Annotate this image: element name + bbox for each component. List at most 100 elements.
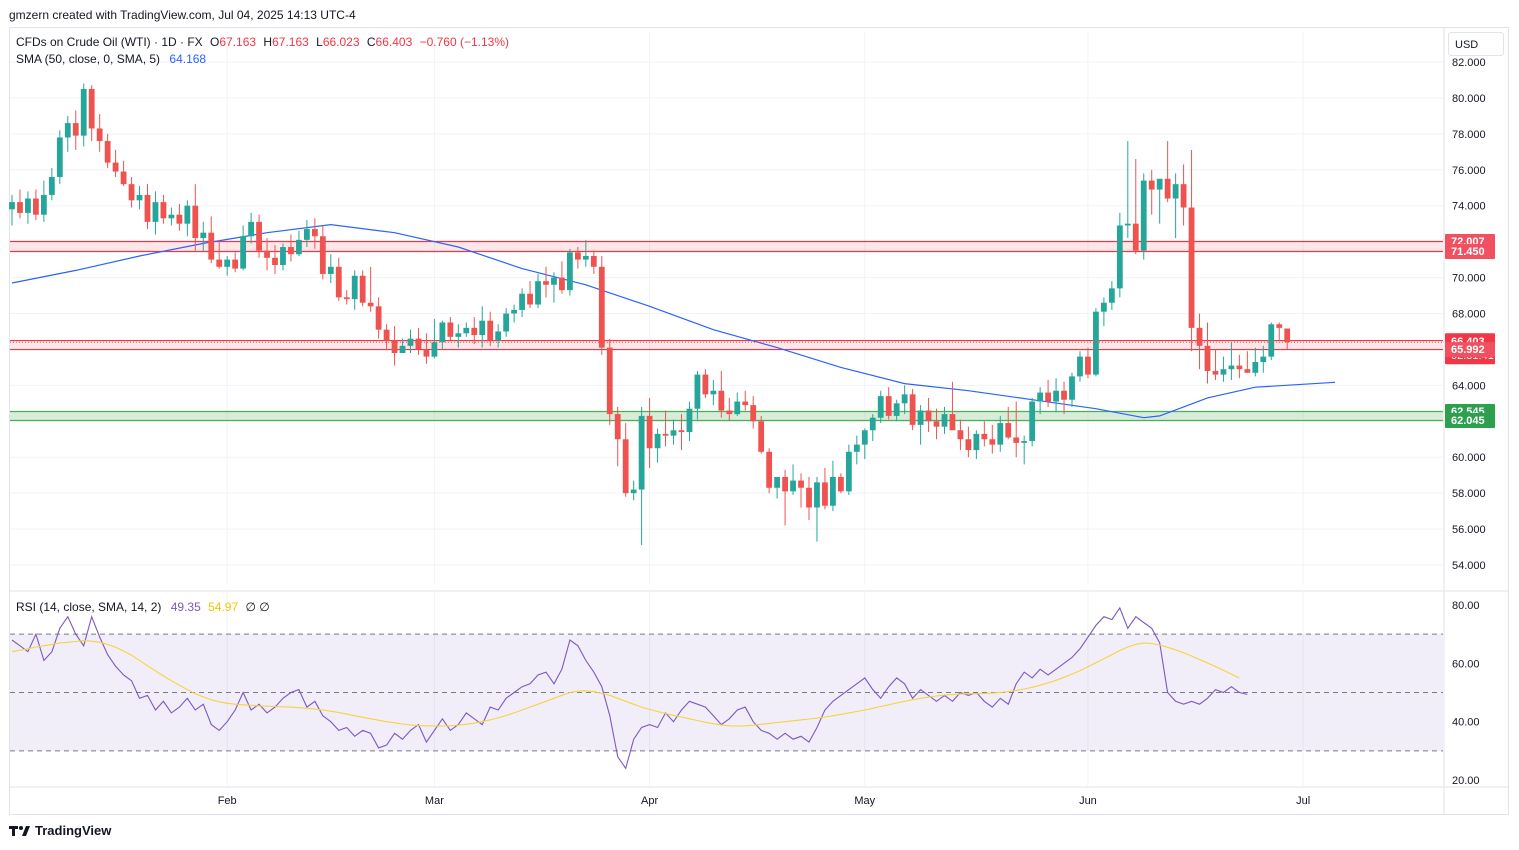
sma-legend: SMA (50, close, 0, SMA, 5) 64.168 [16, 52, 206, 66]
symbol-label[interactable]: CFDs on Crude Oil (WTI) · 1D · FX [16, 35, 203, 49]
candle-body [559, 277, 565, 291]
candle-body [997, 423, 1004, 445]
candle-body [598, 266, 605, 348]
candle-body [1172, 184, 1179, 199]
candle-body [48, 176, 55, 195]
candle-body [399, 345, 406, 354]
candle-body [303, 229, 310, 240]
time-axis[interactable]: Feb Mar Apr May Jun Jul [218, 795, 1310, 807]
candle-body [296, 239, 302, 255]
time-tick-label: Apr [641, 795, 658, 807]
candle-body [1236, 365, 1243, 370]
candle-body [814, 482, 820, 508]
candle-body [335, 266, 342, 298]
candle-body [423, 349, 430, 357]
candle-body [662, 433, 669, 436]
open-label: O [210, 35, 220, 49]
candle-body [893, 403, 900, 416]
candle-body [551, 277, 557, 285]
candle-body [806, 487, 812, 508]
candle-body [949, 414, 956, 431]
candle-body [750, 405, 757, 422]
candle-body [1156, 178, 1163, 190]
rsi-extra-values: ∅ ∅ [245, 600, 270, 614]
candle-body [933, 421, 940, 427]
candle-body [614, 414, 621, 440]
candle-body [567, 252, 573, 291]
rsi-tick-label: 40.00 [1452, 717, 1480, 729]
candle-body [718, 390, 725, 411]
candle-body [25, 198, 31, 213]
currency-selector[interactable]: USD [1448, 32, 1504, 56]
price-tick-label: 56.000 [1452, 524, 1486, 536]
candle-body [439, 322, 446, 343]
candle-body [471, 327, 478, 336]
price-tick-label: 82.000 [1452, 57, 1486, 69]
candle-body [1061, 390, 1067, 400]
candle-body [208, 232, 215, 260]
candle-body [774, 476, 781, 488]
candle-body [654, 433, 661, 449]
candle-body [1220, 369, 1227, 375]
price-tick-label: 70.000 [1452, 273, 1486, 285]
candle-body [319, 236, 326, 274]
candle-body [981, 433, 988, 440]
rsi-label[interactable]: RSI (14, close, SMA, 14, 2) [16, 600, 162, 614]
candle-body [941, 414, 948, 427]
candle-body [463, 327, 470, 334]
candle-body [1005, 423, 1012, 438]
candle-body [256, 221, 262, 251]
time-tick-label: Mar [425, 795, 444, 807]
candle-body [686, 408, 693, 433]
price-tick-label: 60.000 [1452, 452, 1486, 464]
candle-body [702, 374, 709, 395]
candle-body [1188, 207, 1195, 328]
candle-body [1228, 365, 1235, 370]
price-axis[interactable]: 82.00080.00078.00076.00074.00072.00070.0… [1452, 57, 1486, 572]
candle-body [168, 214, 175, 219]
candle-body [64, 123, 71, 138]
candle-body [1116, 225, 1123, 289]
candle-body [216, 259, 223, 267]
candle-body [415, 338, 422, 350]
open-value: 67.163 [219, 35, 257, 49]
candle-body [535, 281, 541, 305]
candle-body [845, 451, 852, 492]
resistance-zone [10, 241, 1443, 252]
candle-body [989, 439, 996, 445]
candle-body [327, 266, 334, 274]
candle-body [885, 396, 892, 416]
rsi-value: 49.35 [170, 600, 201, 614]
candle-body [853, 444, 860, 452]
candle-body [56, 137, 63, 177]
candle-body [1140, 180, 1147, 251]
sma-label[interactable]: SMA (50, close, 0, SMA, 5) [16, 52, 161, 66]
close-value: 66.403 [375, 35, 413, 49]
candle-body [1100, 302, 1107, 312]
candle-body [965, 439, 972, 451]
candle-body [766, 451, 773, 488]
time-tick-label: Jul [1296, 795, 1310, 807]
candle-body [280, 247, 286, 265]
candle-body [200, 232, 207, 239]
rsi-axis[interactable]: 80.00 60.00 40.00 20.00 [1452, 600, 1480, 787]
close-label: C [366, 35, 376, 49]
low-value: 66.023 [322, 35, 360, 49]
candle-body [1196, 327, 1203, 346]
price-tick-label: 74.000 [1452, 201, 1486, 213]
price-tick-label: 68.000 [1452, 309, 1486, 321]
rsi-tick-label: 60.00 [1452, 658, 1480, 670]
candle-body [33, 198, 39, 215]
candle-body [694, 374, 701, 409]
candle-body [1021, 441, 1028, 443]
candle-body [837, 476, 844, 492]
candle-body [758, 421, 765, 452]
candle-body [582, 256, 589, 260]
candle-body [1276, 324, 1283, 328]
candle-body [1053, 390, 1059, 402]
candle-body [160, 202, 167, 219]
support-zone [10, 411, 1443, 421]
candle-body [901, 394, 908, 404]
candle-body [232, 259, 239, 269]
